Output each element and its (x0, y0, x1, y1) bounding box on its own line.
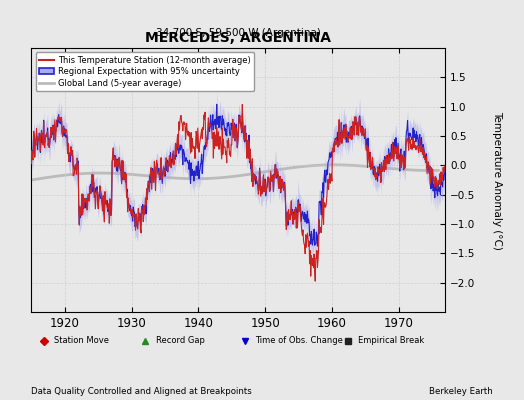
Text: Empirical Break: Empirical Break (358, 336, 425, 346)
Text: Data Quality Controlled and Aligned at Breakpoints: Data Quality Controlled and Aligned at B… (31, 387, 252, 396)
Legend: This Temperature Station (12-month average), Regional Expectation with 95% uncer: This Temperature Station (12-month avera… (36, 52, 254, 91)
Title: MERCEDES, ARGENTINA: MERCEDES, ARGENTINA (146, 32, 331, 46)
Y-axis label: Temperature Anomaly (°C): Temperature Anomaly (°C) (493, 110, 503, 250)
Text: Berkeley Earth: Berkeley Earth (429, 387, 493, 396)
Text: Record Gap: Record Gap (156, 336, 204, 346)
Text: Time of Obs. Change: Time of Obs. Change (255, 336, 343, 346)
Text: 34.700 S, 59.500 W (Argentina): 34.700 S, 59.500 W (Argentina) (156, 28, 321, 38)
Text: Station Move: Station Move (54, 336, 109, 346)
